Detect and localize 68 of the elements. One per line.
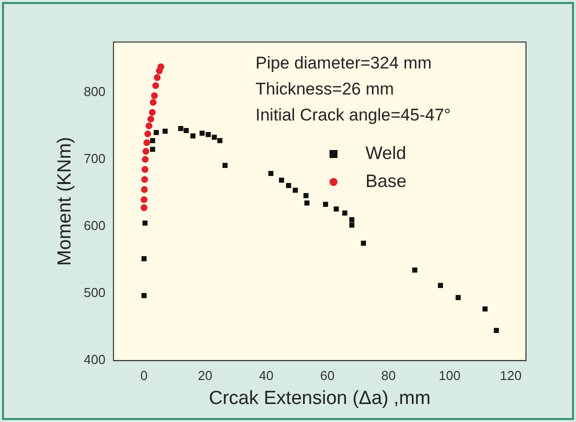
point [142,292,147,298]
point [142,166,148,173]
point [190,133,196,138]
annotation: Thickness=26 mm [255,80,394,99]
point [142,256,147,262]
annotation: Initial Crack angle=45-47° [255,106,451,125]
point [304,200,310,206]
point [268,170,274,176]
point [140,204,148,212]
point [323,202,328,207]
x-tick-label: 80 [381,368,396,383]
point [438,282,443,288]
point [147,116,154,123]
point [142,156,149,163]
point [222,162,228,168]
annotation: Pipe diameter=324 mm [255,54,432,73]
y-tick-label: 500 [84,285,106,300]
point [412,268,418,273]
point [146,122,152,130]
point [144,130,152,138]
y-axis-title: Moment (KNm) [54,136,76,266]
point [279,178,284,183]
point [150,146,156,152]
x-tick-label: 120 [500,368,522,383]
point [286,182,292,188]
point [360,240,366,246]
point [334,206,339,212]
x-tick-label: 40 [259,368,274,383]
point [482,306,488,312]
y-tick-label: 400 [84,352,106,368]
point [342,210,348,216]
point [292,188,298,193]
point [217,138,222,144]
point [178,126,184,132]
x-tick-label: 20 [198,368,212,383]
point [151,92,158,100]
point [141,176,148,183]
point [206,132,211,138]
point [150,98,157,106]
point [150,138,156,144]
point [154,74,161,81]
point [162,128,168,134]
legend-label: Weld [365,142,406,163]
point [142,148,150,155]
x-tick-label: 60 [320,368,335,383]
point [200,130,205,136]
point [142,220,148,226]
legend-label: Base [365,170,407,191]
point [140,186,148,193]
x-tick-label: 0 [140,368,148,383]
point [303,193,309,198]
x-axis-title: Crcak Extension (Δa) ,mm [208,388,431,409]
point [349,217,354,222]
y-tick-label: 700 [84,150,106,166]
point [140,196,148,204]
point [148,109,156,116]
point [157,63,164,70]
point [212,134,217,140]
y-tick-label: 600 [84,218,106,234]
y-tick-label: 800 [84,84,106,99]
point [494,328,499,333]
point [184,128,189,134]
point [152,82,160,89]
point [143,139,150,146]
point [349,222,354,228]
x-tick-label: 100 [438,368,460,383]
point [154,130,159,136]
point [456,295,461,300]
